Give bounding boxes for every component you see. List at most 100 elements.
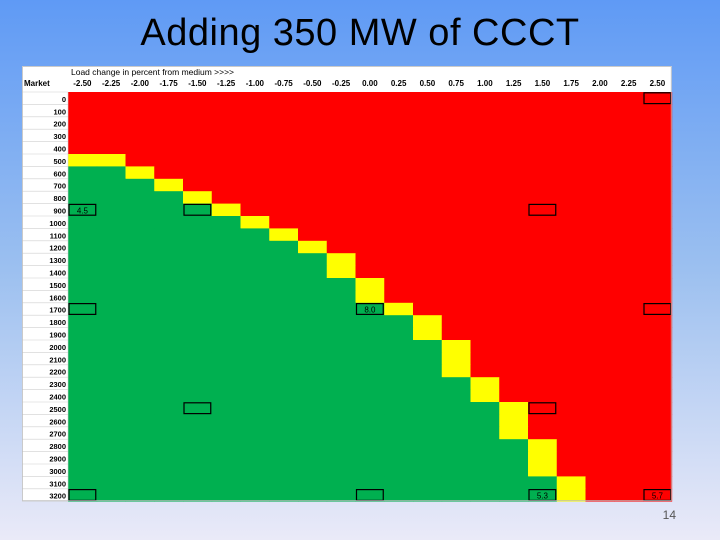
- grid-cell: [499, 439, 529, 452]
- grid-cell: [556, 290, 586, 304]
- grid-cell: [556, 216, 586, 229]
- grid-cell: [183, 464, 213, 477]
- grid-cell: [441, 203, 471, 217]
- row-label: 2900: [49, 455, 66, 464]
- grid-cell: [68, 141, 98, 155]
- grid-cell: [125, 451, 155, 465]
- grid-cell: [384, 290, 414, 304]
- grid-cell: [240, 154, 270, 167]
- grid-cell: [154, 340, 184, 353]
- grid-cell: [470, 476, 500, 490]
- row-label: 0: [62, 95, 66, 104]
- grid-cell: [470, 439, 500, 452]
- grid-cell: [269, 377, 299, 390]
- grid-cell: [470, 129, 500, 142]
- grid-cell: [211, 414, 241, 428]
- grid-cell: [470, 377, 500, 390]
- grid-cell: [68, 129, 98, 142]
- highlighted-cell-box: [68, 303, 97, 316]
- grid-cell: [384, 203, 414, 217]
- grid-cell: [240, 278, 270, 291]
- grid-cell: [68, 426, 98, 440]
- grid-cell: [499, 228, 529, 242]
- grid-cell: [499, 488, 529, 502]
- column-header: 0.25: [391, 79, 407, 88]
- grid-cell: [355, 178, 385, 192]
- grid-cell: [326, 451, 356, 465]
- grid-cell: [96, 154, 126, 167]
- grid-cell: [614, 377, 644, 390]
- grid-cell: [211, 191, 241, 204]
- grid-cell: [211, 402, 241, 415]
- grid-cell: [499, 476, 529, 490]
- grid-cell: [355, 92, 385, 105]
- slide-title: Adding 350 MW of CCCT: [140, 12, 580, 54]
- grid-cell: [470, 265, 500, 279]
- grid-cell: [326, 216, 356, 229]
- grid-cell: [556, 191, 586, 204]
- grid-cell: [528, 141, 558, 155]
- grid-cell: [643, 426, 673, 440]
- grid-cell: [614, 414, 644, 428]
- grid-cell: [556, 414, 586, 428]
- grid-cell: [384, 240, 414, 254]
- grid-cell: [384, 216, 414, 229]
- grid-cell: [326, 414, 356, 428]
- row-header-label: Market: [24, 79, 50, 88]
- grid-cell: [528, 253, 558, 266]
- row-label: 200: [53, 120, 66, 129]
- grid-cell: [643, 377, 673, 390]
- grid-cell: [499, 389, 529, 403]
- grid-cell: [470, 290, 500, 304]
- highlighted-cell-box: [355, 303, 384, 316]
- grid-cell: [154, 178, 184, 192]
- grid-cell: [183, 129, 213, 142]
- grid-cell: [499, 364, 529, 378]
- grid-cell: [68, 154, 98, 167]
- grid-cell: [154, 166, 184, 180]
- grid-cell: [384, 340, 414, 353]
- grid-cell: [154, 228, 184, 242]
- grid-cell: [643, 290, 673, 304]
- grid-cell: [96, 104, 126, 118]
- grid-cell: [413, 302, 443, 316]
- grid-cell: [355, 464, 385, 477]
- grid-cell: [384, 278, 414, 291]
- grid-cell: [240, 439, 270, 452]
- grid-cell: [183, 278, 213, 291]
- grid-cell: [643, 216, 673, 229]
- grid-cell: [240, 352, 270, 366]
- grid-cell: [470, 464, 500, 477]
- grid-cell: [355, 191, 385, 204]
- grid-cell: [614, 203, 644, 217]
- grid-cell: [125, 203, 155, 217]
- grid-cell: [384, 364, 414, 378]
- grid-cell: [298, 92, 328, 105]
- grid-cell: [211, 216, 241, 229]
- column-header: 2.00: [592, 79, 608, 88]
- grid-cell: [183, 104, 213, 118]
- grid-cell: [413, 402, 443, 415]
- grid-cell: [355, 414, 385, 428]
- grid-cell: [470, 203, 500, 217]
- grid-cell: [154, 278, 184, 291]
- grid-cell: [68, 228, 98, 242]
- grid-cell: [326, 377, 356, 390]
- grid-cell: [125, 278, 155, 291]
- grid-cell: [240, 116, 270, 130]
- grid-cell: [384, 476, 414, 490]
- grid-cell: [240, 302, 270, 316]
- column-header: -1.25: [217, 79, 236, 88]
- grid-cell: [240, 141, 270, 155]
- grid-cell: [326, 104, 356, 118]
- highlighted-cell-label: 5.3: [537, 492, 549, 501]
- grid-cell: [183, 290, 213, 304]
- grid-cell: [441, 290, 471, 304]
- grid-cell: [643, 191, 673, 204]
- grid-cell: [240, 402, 270, 415]
- grid-cell: [614, 116, 644, 130]
- grid-cell: [528, 265, 558, 279]
- grid-cell: [183, 315, 213, 328]
- grid-cell: [68, 464, 98, 477]
- grid-cell: [585, 327, 615, 341]
